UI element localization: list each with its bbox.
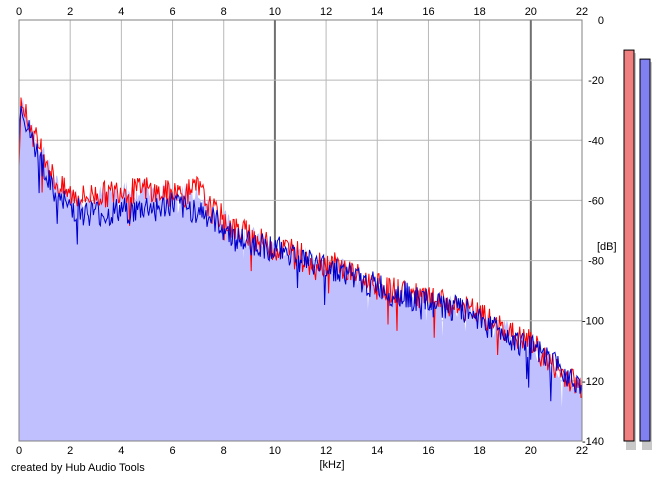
x-tick-label-top: 22 bbox=[576, 6, 588, 18]
x-tick-label-top: 0 bbox=[16, 6, 22, 18]
x-tick-label-bottom: 20 bbox=[525, 445, 537, 457]
plot-frame bbox=[18, 19, 583, 442]
x-tick-label-top: 12 bbox=[320, 6, 332, 18]
level-meters bbox=[623, 49, 652, 450]
y-tick-label: -120 bbox=[582, 376, 604, 388]
x-tick-label-top: 20 bbox=[525, 6, 537, 18]
series-line-2 bbox=[18, 105, 583, 402]
y-tick-label: 0 bbox=[598, 15, 604, 27]
x-tick-label-bottom: 14 bbox=[371, 445, 383, 457]
x-tick-label-bottom: 2 bbox=[67, 445, 73, 457]
level-meter-bar bbox=[639, 58, 651, 442]
x-tick-label-bottom: 0 bbox=[16, 445, 22, 457]
y-tick-label: -20 bbox=[588, 75, 604, 87]
y-tick-label: -40 bbox=[588, 135, 604, 147]
y-tick-labels: 0 -20 -40 -60 -80 -100 -120 -140 bbox=[582, 15, 604, 448]
x-tick-label-top: 2 bbox=[67, 6, 73, 18]
x-tick-label-bottom: 4 bbox=[118, 445, 124, 457]
x-axis-label: [kHz] bbox=[319, 459, 344, 471]
x-tick-label-top: 8 bbox=[221, 6, 227, 18]
spectrum-fill-area bbox=[19, 98, 582, 441]
spectrum-fill-layer bbox=[19, 98, 582, 441]
x-tick-label-bottom: 16 bbox=[422, 445, 434, 457]
y-tick-label: -100 bbox=[582, 316, 604, 328]
x-tick-label-bottom: 22 bbox=[576, 445, 588, 457]
x-tick-label-bottom: 12 bbox=[320, 445, 332, 457]
x-tick-label-top: 10 bbox=[269, 6, 281, 18]
x-tick-label-top: 4 bbox=[118, 6, 124, 18]
x-tick-label-bottom: 6 bbox=[169, 445, 175, 457]
x-tick-label-top: 14 bbox=[371, 6, 383, 18]
x-tick-label-top: 16 bbox=[422, 6, 434, 18]
credit-text: created by Hub Audio Tools bbox=[11, 462, 145, 474]
x-tick-label-bottom: 8 bbox=[221, 445, 227, 457]
x-tick-labels-top: 0 2 4 6 8 10 12 14 16 18 20 22 bbox=[16, 6, 588, 18]
x-tick-labels-bottom: 0 2 4 6 8 10 12 14 16 18 20 22 bbox=[16, 445, 588, 457]
x-tick-label-bottom: 18 bbox=[474, 445, 486, 457]
level-meter-bar bbox=[623, 49, 635, 442]
y-tick-label: -60 bbox=[588, 195, 604, 207]
y-tick-label: -140 bbox=[582, 436, 604, 448]
spectrum-series-layer bbox=[18, 97, 583, 402]
x-tick-label-top: 18 bbox=[474, 6, 486, 18]
x-tick-label-bottom: 10 bbox=[269, 445, 281, 457]
y-tick-label: -80 bbox=[588, 256, 604, 268]
x-tick-label-top: 6 bbox=[169, 6, 175, 18]
y-axis-label: [dB] bbox=[597, 241, 617, 253]
